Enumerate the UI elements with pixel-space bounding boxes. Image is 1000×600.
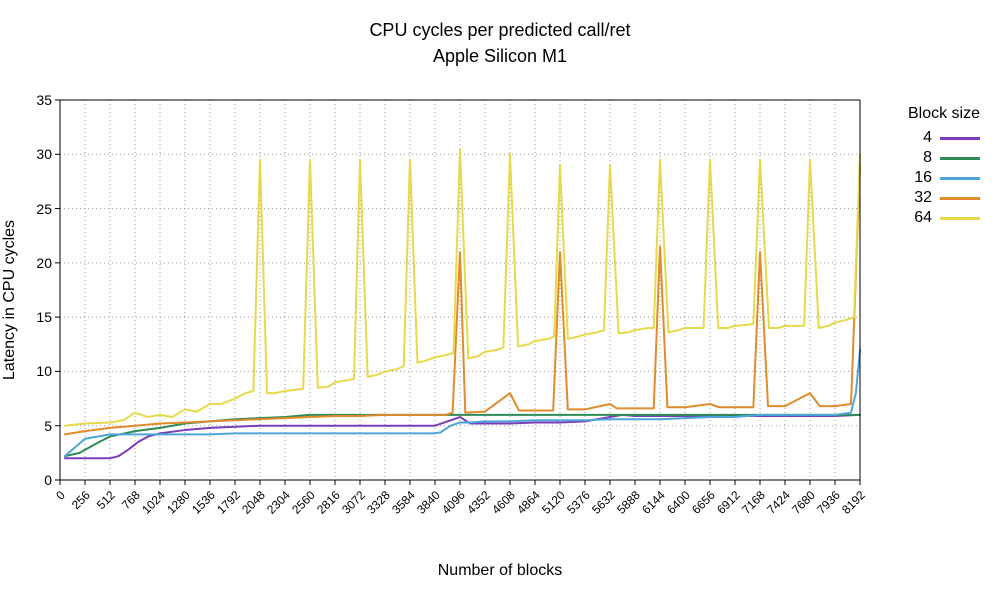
chart-subtitle: Apple Silicon M1 — [0, 46, 1000, 67]
x-tick-label: 4352 — [464, 488, 493, 517]
legend-row-32: 32 — [908, 189, 980, 207]
x-tick-label: 0 — [53, 488, 68, 503]
x-tick-label: 7424 — [764, 488, 793, 517]
x-tick-label: 2304 — [264, 488, 293, 517]
y-tick-label: 10 — [22, 363, 52, 379]
y-tick-label: 30 — [22, 146, 52, 162]
plot-svg — [60, 100, 860, 480]
legend-label: 32 — [914, 189, 932, 207]
legend-label: 4 — [923, 129, 932, 147]
x-tick-label: 256 — [69, 488, 93, 512]
x-tick-label: 8192 — [839, 488, 868, 517]
y-tick-label: 15 — [22, 309, 52, 325]
chart-title: CPU cycles per predicted call/ret — [0, 20, 1000, 41]
legend-row-4: 4 — [908, 129, 980, 147]
x-tick-label: 7168 — [739, 488, 768, 517]
y-tick-label: 0 — [22, 472, 52, 488]
x-tick-label: 4096 — [439, 488, 468, 517]
x-tick-label: 1280 — [164, 488, 193, 517]
x-tick-label: 6656 — [689, 488, 718, 517]
y-axis-label: Latency in CPU cycles — [1, 220, 19, 380]
legend-swatch — [940, 157, 980, 160]
x-tick-label: 2816 — [314, 488, 343, 517]
x-tick-label: 5120 — [539, 488, 568, 517]
legend-row-64: 64 — [908, 209, 980, 227]
series-line-4 — [65, 415, 860, 458]
series-line-16 — [65, 350, 860, 456]
plot-area: 05101520253035 0256512768102412801536179… — [60, 100, 860, 480]
x-tick-label: 3584 — [389, 488, 418, 517]
legend-label: 16 — [914, 169, 932, 187]
x-axis-label: Number of blocks — [0, 562, 1000, 580]
y-tick-label: 5 — [22, 418, 52, 434]
x-tick-label: 768 — [119, 488, 143, 512]
legend-swatch — [940, 197, 980, 200]
x-tick-label: 6144 — [639, 488, 668, 517]
x-tick-label: 5376 — [564, 488, 593, 517]
x-tick-label: 6400 — [664, 488, 693, 517]
y-tick-label: 25 — [22, 201, 52, 217]
legend-row-8: 8 — [908, 149, 980, 167]
series-line-8 — [65, 415, 860, 456]
x-tick-label: 1792 — [214, 488, 243, 517]
x-tick-label: 2048 — [239, 488, 268, 517]
legend-label: 8 — [923, 149, 932, 167]
x-tick-label: 7936 — [814, 488, 843, 517]
legend-title: Block size — [908, 105, 980, 123]
x-tick-label: 3840 — [414, 488, 443, 517]
y-tick-label: 35 — [22, 92, 52, 108]
legend: Block size 4 8 16 32 64 — [908, 105, 980, 229]
x-tick-label: 1024 — [139, 488, 168, 517]
legend-swatch — [940, 217, 980, 220]
x-tick-label: 3072 — [339, 488, 368, 517]
x-tick-label: 5632 — [589, 488, 618, 517]
legend-swatch — [940, 177, 980, 180]
legend-row-16: 16 — [908, 169, 980, 187]
x-tick-label: 7680 — [789, 488, 818, 517]
x-tick-label: 4864 — [514, 488, 543, 517]
series-line-64 — [65, 149, 860, 426]
x-tick-label: 1536 — [189, 488, 218, 517]
chart-container: CPU cycles per predicted call/ret Apple … — [0, 0, 1000, 600]
x-tick-label: 6912 — [714, 488, 743, 517]
legend-label: 64 — [914, 209, 932, 227]
x-tick-label: 512 — [94, 488, 118, 512]
x-tick-label: 3328 — [364, 488, 393, 517]
y-tick-label: 20 — [22, 255, 52, 271]
x-tick-label: 4608 — [489, 488, 518, 517]
x-tick-label: 2560 — [289, 488, 318, 517]
legend-swatch — [940, 137, 980, 140]
x-tick-label: 5888 — [614, 488, 643, 517]
